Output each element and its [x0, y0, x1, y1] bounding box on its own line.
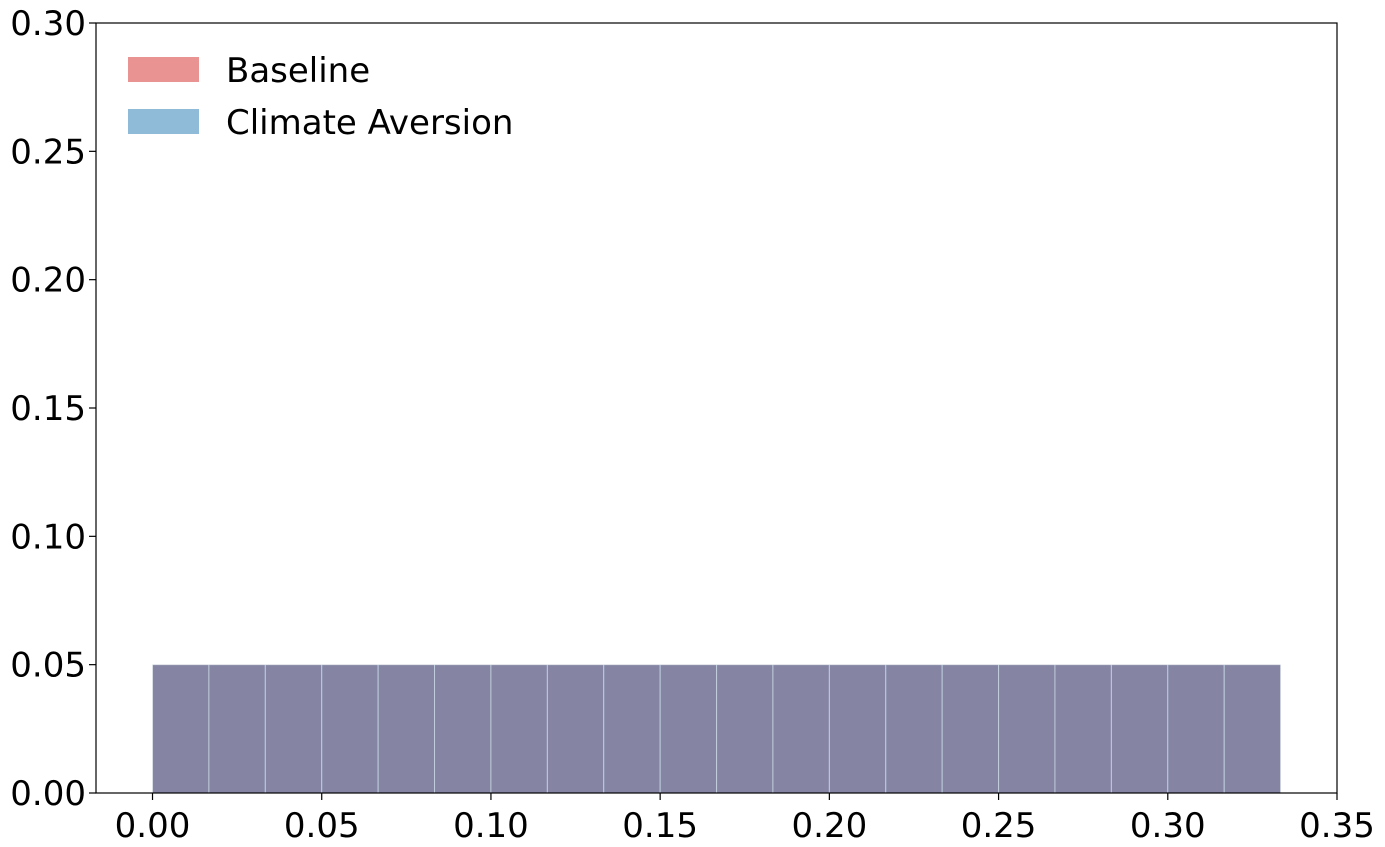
bar-climate-aversion [772, 664, 830, 794]
series-climate-aversion [152, 664, 1282, 794]
x-tick-label: 0.20 [792, 806, 868, 846]
bar-climate-aversion [1054, 664, 1112, 794]
bar-climate-aversion [321, 664, 379, 794]
bar-climate-aversion [1167, 664, 1225, 794]
x-axis: 0.00 0.05 0.10 0.15 0.20 0.25 0.30 0.35 [115, 793, 1375, 846]
bar-climate-aversion [1223, 664, 1282, 794]
x-tick-label: 0.00 [115, 806, 191, 846]
bar-climate-aversion [716, 664, 774, 794]
x-tick-label: 0.15 [622, 806, 698, 846]
bar-climate-aversion [546, 664, 605, 794]
bar-climate-aversion [490, 664, 548, 794]
y-tick-label: 0.25 [10, 132, 86, 172]
legend-label-climate-aversion: Climate Aversion [226, 103, 513, 143]
x-tick-label: 0.35 [1299, 806, 1375, 846]
bar-climate-aversion [998, 664, 1056, 794]
x-tick-label: 0.30 [1130, 806, 1206, 846]
legend: Baseline Climate Aversion [128, 51, 513, 143]
x-tick-label: 0.10 [453, 806, 529, 846]
y-tick-label: 0.00 [10, 774, 86, 814]
bar-climate-aversion [941, 664, 1000, 794]
bar-climate-aversion [828, 664, 887, 794]
bar-climate-aversion [885, 664, 943, 794]
y-tick-label: 0.05 [10, 646, 86, 686]
y-tick-label: 0.30 [10, 4, 86, 44]
bar-climate-aversion [152, 664, 210, 794]
legend-swatch-baseline [128, 57, 199, 82]
bars-layer [152, 664, 1282, 794]
bar-climate-aversion [659, 664, 718, 794]
bar-climate-aversion [1110, 664, 1169, 794]
legend-label-baseline: Baseline [226, 51, 370, 91]
legend-swatch-climate-aversion [128, 109, 199, 134]
y-tick-label: 0.20 [10, 261, 86, 301]
x-tick-label: 0.05 [284, 806, 360, 846]
y-tick-label: 0.10 [10, 517, 86, 557]
bar-climate-aversion [603, 664, 661, 794]
bar-climate-aversion [264, 664, 323, 794]
y-axis: 0.00 0.05 0.10 0.15 0.20 0.25 0.30 [10, 4, 96, 814]
bar-climate-aversion [208, 664, 266, 794]
x-tick-label: 0.25 [961, 806, 1037, 846]
y-tick-label: 0.15 [10, 389, 86, 429]
bar-climate-aversion [377, 664, 436, 794]
bar-climate-aversion [434, 664, 492, 794]
